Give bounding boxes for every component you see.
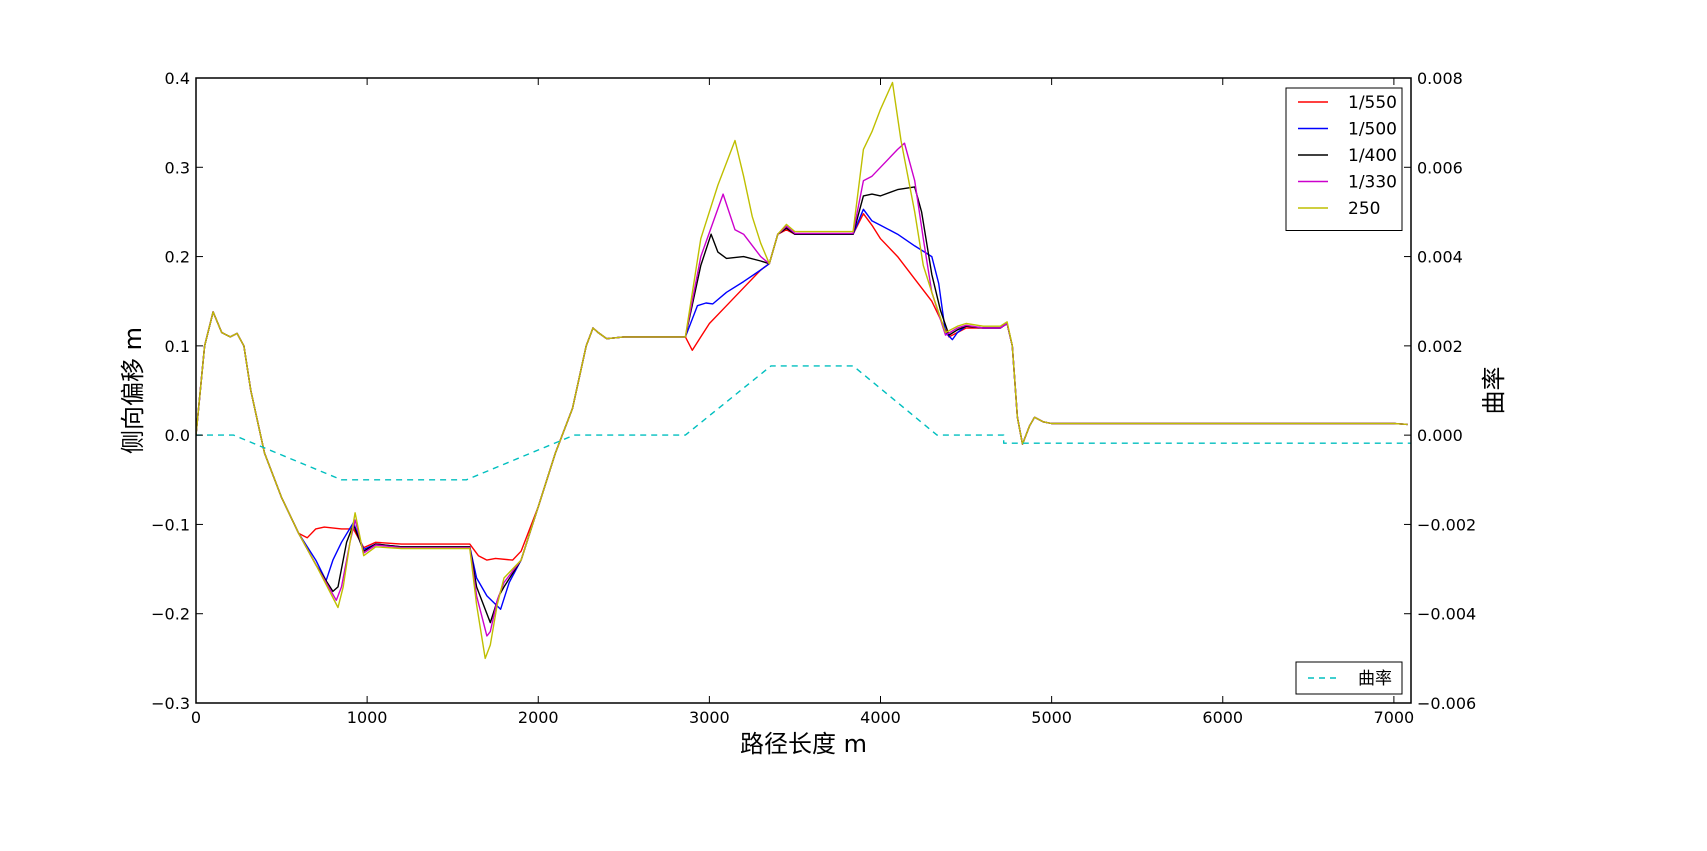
y-tick-label: 0.4 (165, 69, 190, 88)
x-tick-label: 5000 (1031, 708, 1072, 727)
legend-label: 1/550 (1348, 93, 1397, 113)
x-tick-label: 0 (191, 708, 201, 727)
series-line-5 (196, 365, 1411, 481)
ticks-layer: 0 1000 2000 3000 4000 5000 6000 7000 −0.3 −0.2 −0.… (151, 69, 1476, 727)
x-tick-label: 3000 (689, 708, 730, 727)
legend-box (1285, 87, 1403, 231)
y-right-tick-label: −0.006 (1417, 694, 1476, 713)
series-line-1 (196, 208, 1408, 610)
y-tick-label: 0.2 (165, 248, 190, 267)
y-right-tick-label: 0.000 (1417, 426, 1463, 445)
legend-curvature-box (1295, 661, 1403, 695)
y-right-tick-label: −0.004 (1417, 605, 1476, 624)
legend-label: 1/400 (1348, 146, 1397, 166)
y-tick-label: 0.0 (165, 426, 190, 445)
y-tick-label: 0.3 (165, 158, 190, 177)
y-tick-label: 0.1 (165, 337, 190, 356)
legend-curvature: 曲率 (1295, 661, 1403, 695)
y-tick-label: −0.1 (151, 515, 190, 534)
y-axis-title: 侧向偏移 m (119, 327, 147, 454)
y-right-tick-label: −0.002 (1417, 515, 1476, 534)
x-tick-label: 6000 (1202, 708, 1243, 727)
y-right-tick-label: 0.002 (1417, 337, 1463, 356)
x-axis-title: 路径长度 m (740, 730, 867, 758)
y-tick-label: −0.3 (151, 694, 190, 713)
x-tick-label: 1000 (347, 708, 388, 727)
legend-label: 曲率 (1358, 669, 1392, 689)
series-line-4 (196, 81, 1408, 660)
x-tick-label: 7000 (1374, 708, 1415, 727)
plot-frame (195, 77, 1412, 704)
x-tick-label: 2000 (518, 708, 559, 727)
series-line-2 (196, 186, 1408, 624)
y-right-tick-label: 0.004 (1417, 248, 1463, 267)
legend-main: 1/550 1/500 1/400 1/330 250 (1285, 87, 1403, 231)
series-layer (196, 81, 1411, 660)
y-right-axis-title: 曲率 (1480, 367, 1508, 415)
legend-label: 1/330 (1348, 173, 1397, 193)
series-line-3 (196, 142, 1408, 637)
y-tick-label: −0.2 (151, 605, 190, 624)
y-right-tick-label: 0.008 (1417, 69, 1463, 88)
legend-label: 1/500 (1348, 120, 1397, 140)
series-line-0 (196, 213, 1408, 561)
x-tick-label: 4000 (860, 708, 901, 727)
y-right-tick-label: 0.006 (1417, 158, 1463, 177)
legend-label: 250 (1348, 199, 1380, 219)
